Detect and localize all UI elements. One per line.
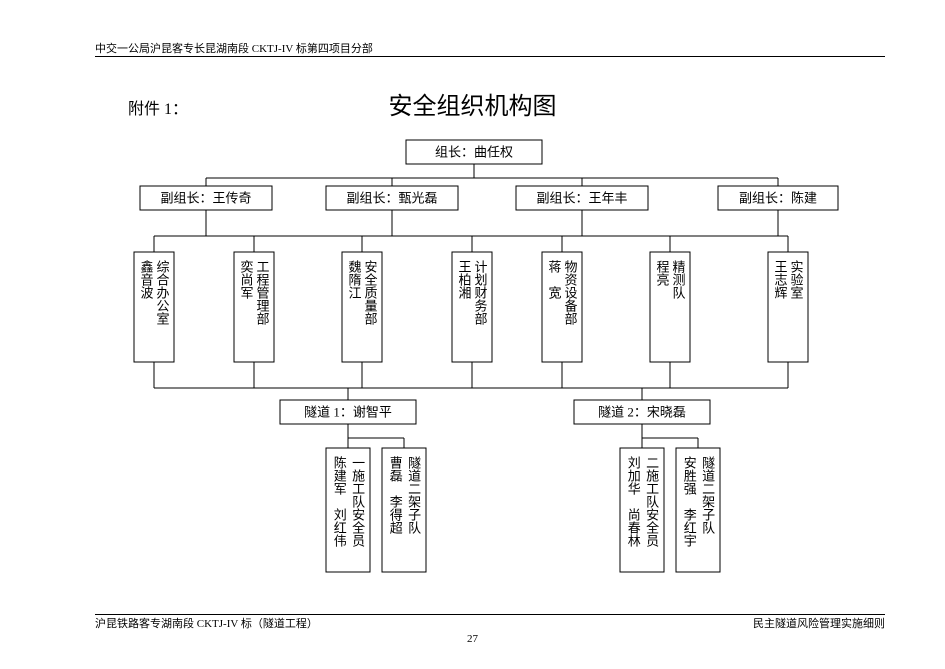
- svg-text:组长：曲任权: 组长：曲任权: [435, 145, 513, 160]
- svg-text:鑫音波: 鑫音波: [139, 259, 154, 299]
- svg-text:隧道二架子队: 隧道二架子队: [700, 455, 715, 535]
- svg-text:程亮: 程亮: [655, 260, 670, 287]
- svg-text:二施工队安全员: 二施工队安全员: [644, 456, 659, 547]
- svg-text:魏隋江: 魏隋江: [347, 260, 362, 299]
- svg-text:王志辉: 王志辉: [773, 260, 788, 299]
- footer-left: 沪昆铁路客专湖南段 CKTJ-IV 标（隧道工程）: [95, 615, 318, 631]
- svg-text:物资设备部: 物资设备部: [563, 260, 578, 325]
- document-page: 中交一公局沪昆客专长昆湖南段 CKTJ-IV 标第四项目分部 附件 1： 安全组…: [0, 0, 945, 669]
- svg-text:隧道二架子队: 隧道二架子队: [406, 455, 421, 535]
- svg-text:工程管理部: 工程管理部: [255, 260, 270, 325]
- svg-text:副组长：陈建: 副组长：陈建: [739, 191, 817, 206]
- svg-text:蒋 宽: 蒋 宽: [547, 260, 562, 300]
- svg-text:刘加华 尚春林: 刘加华 尚春林: [626, 456, 641, 547]
- svg-text:隧道 2：宋晓磊: 隧道 2：宋晓磊: [598, 405, 686, 420]
- svg-text:奕尚军: 奕尚军: [239, 259, 254, 299]
- svg-text:综合办公室: 综合办公室: [155, 260, 170, 325]
- svg-text:副组长：甄光磊: 副组长：甄光磊: [346, 191, 437, 206]
- svg-text:安胜强 李红宇: 安胜强 李红宇: [682, 456, 697, 547]
- footer-right: 民主隧道风险管理实施细则: [753, 615, 885, 631]
- svg-text:陈建军 刘红伟: 陈建军 刘红伟: [332, 455, 347, 547]
- svg-text:副组长：王年丰: 副组长：王年丰: [536, 191, 627, 206]
- svg-text:计划财务部: 计划财务部: [473, 260, 488, 325]
- svg-text:一施工队安全员: 一施工队安全员: [350, 456, 365, 547]
- page-number: 27: [0, 633, 945, 645]
- svg-text:安全质量部: 安全质量部: [363, 260, 378, 325]
- svg-text:精测队: 精测队: [671, 260, 686, 300]
- svg-text:副组长：王传奇: 副组长：王传奇: [160, 191, 251, 206]
- svg-text:实验室: 实验室: [789, 260, 804, 299]
- svg-text:曹磊 李得超: 曹磊 李得超: [388, 456, 403, 535]
- svg-text:隧道 1：谢智平: 隧道 1：谢智平: [304, 405, 392, 420]
- org-chart: 组长：曲任权副组长：王传奇 副组长：甄光磊 副组长：王年丰 副组长：陈建综合办公室鑫音…: [0, 0, 945, 669]
- svg-text:王柏湘: 王柏湘: [457, 260, 472, 299]
